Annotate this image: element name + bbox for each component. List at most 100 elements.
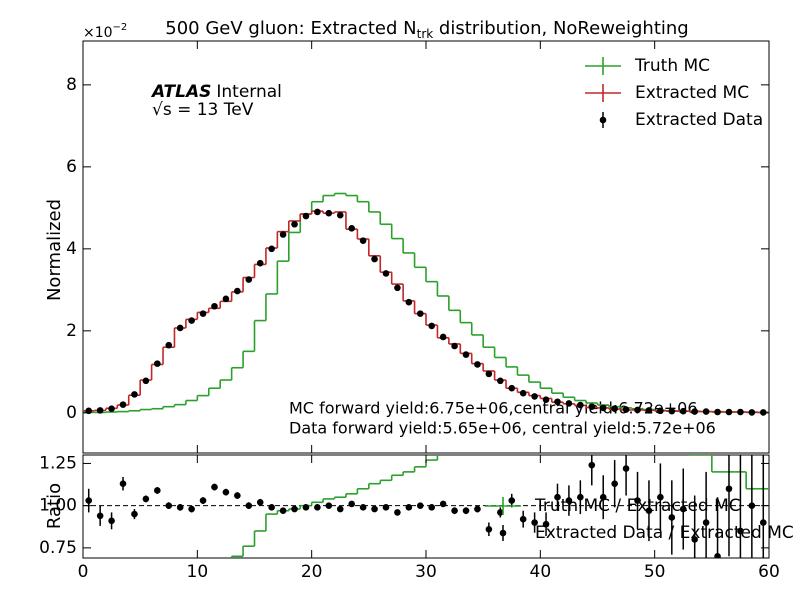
data-point <box>394 509 401 516</box>
data-point <box>725 408 733 416</box>
data-point <box>234 287 241 295</box>
data-point <box>611 480 618 488</box>
data-point <box>657 407 664 415</box>
data-point <box>679 407 687 415</box>
data-point <box>371 255 378 263</box>
data-point <box>131 510 138 518</box>
data-point <box>371 505 378 513</box>
data-point <box>348 500 355 508</box>
data-point <box>405 504 413 511</box>
data-point <box>599 493 607 501</box>
legend-label: Extracted Data <box>635 110 763 130</box>
data-point <box>314 208 321 216</box>
data-point <box>622 465 630 472</box>
data-point <box>428 504 436 511</box>
data-point <box>154 487 161 494</box>
y-tick-label: 1.25 <box>39 453 77 473</box>
data-point <box>679 505 687 513</box>
data-point <box>508 497 516 504</box>
data-point <box>748 409 756 416</box>
y-tick-label: 2 <box>66 321 77 341</box>
data-point <box>634 497 641 504</box>
data-point <box>462 507 470 515</box>
data-point <box>211 302 218 310</box>
data-point <box>702 519 710 526</box>
data-point <box>382 270 390 277</box>
data-point <box>462 351 470 358</box>
data-point <box>314 504 321 511</box>
legend-label: Extracted MC <box>635 83 749 103</box>
data-point <box>325 502 333 509</box>
plot-area <box>83 192 769 416</box>
data-point <box>268 504 275 511</box>
data-point <box>554 398 561 406</box>
data-point <box>234 492 241 499</box>
data-point <box>554 493 561 501</box>
data-point <box>268 245 275 253</box>
data-point <box>519 515 527 523</box>
data-point <box>416 310 424 317</box>
step-riser <box>93 211 747 413</box>
data-point <box>542 396 550 404</box>
data-point <box>176 504 184 511</box>
data-point <box>119 401 127 408</box>
data-point <box>245 502 253 509</box>
data-point <box>577 401 584 409</box>
data-point <box>702 408 710 415</box>
data-point <box>577 493 584 501</box>
data-point <box>256 259 264 267</box>
data-point <box>451 342 458 350</box>
data-point <box>497 509 504 516</box>
plot-area <box>83 455 769 558</box>
y-tick-label: 0.75 <box>39 538 77 558</box>
data-point <box>451 507 458 515</box>
data-point <box>359 237 367 244</box>
x-tick-label: 10 <box>187 562 209 582</box>
y-tick-label: 0 <box>66 403 77 423</box>
data-point <box>325 209 333 217</box>
data-point <box>142 495 150 503</box>
experiment-label: ATLAS Internal <box>150 82 282 102</box>
data-point <box>691 536 698 543</box>
data-point <box>485 525 493 533</box>
x-tick-label: 30 <box>415 562 437 582</box>
data-point <box>634 406 641 414</box>
data-point <box>668 514 676 521</box>
data-point <box>188 505 195 513</box>
data-point <box>645 507 653 515</box>
data-point <box>519 389 527 397</box>
chart-title: 500 GeV gluon: Extracted Ntrk distributi… <box>165 18 688 41</box>
x-tick-label: 40 <box>530 562 552 582</box>
annotation: Data forward yield:5.65e+06, central yie… <box>289 419 716 438</box>
data-point <box>416 502 424 509</box>
data-point <box>336 211 344 219</box>
data-point <box>565 400 573 407</box>
legend-symbol <box>499 529 507 537</box>
data-point <box>428 322 436 330</box>
y-tick-label: 4 <box>66 239 77 259</box>
y-tick-label: 1.00 <box>39 496 77 516</box>
data-point <box>474 361 481 368</box>
data-point <box>199 310 207 317</box>
data-point <box>668 407 676 415</box>
data-point <box>611 405 618 413</box>
data-point <box>222 488 230 496</box>
y-tick-label: 6 <box>66 157 77 177</box>
legend-symbol <box>599 116 607 124</box>
data-point <box>531 393 538 400</box>
data-point <box>394 284 401 292</box>
data-point <box>108 517 115 525</box>
y-axis-label: Ratio <box>44 483 65 529</box>
data-point <box>531 519 538 526</box>
data-point <box>439 500 447 508</box>
data-point <box>142 377 150 385</box>
data-point <box>188 317 195 324</box>
data-point <box>748 502 756 509</box>
x-tick-label: 50 <box>644 562 666 582</box>
data-point <box>176 324 184 332</box>
data-point <box>542 520 550 528</box>
data-point <box>588 403 596 410</box>
data-point <box>108 405 115 413</box>
data-point <box>439 333 447 341</box>
data-point <box>119 480 127 488</box>
